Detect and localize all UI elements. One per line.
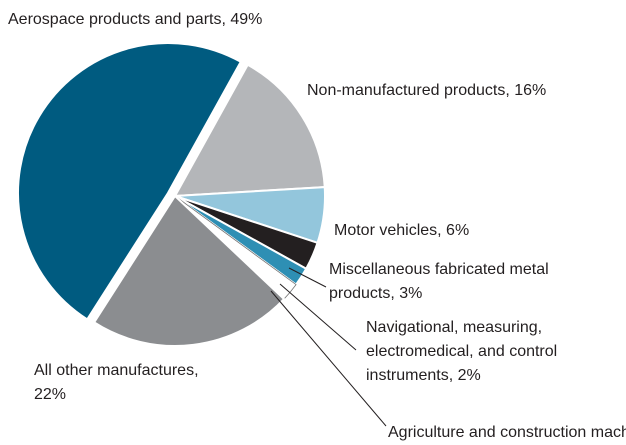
pie-slice: [17, 42, 243, 321]
slice-label: Motor vehicles, 6%: [334, 222, 469, 239]
slice-label: 22%: [34, 386, 66, 403]
leader-line: [270, 290, 387, 427]
pie-slice: [92, 194, 286, 347]
slice-label: Non-manufactured products, 16%: [307, 82, 546, 99]
slice-label: All other manufactures,: [34, 362, 199, 379]
slice-label: Navigational, measuring,: [366, 319, 542, 336]
slice-label: electromedical, and control: [366, 343, 557, 360]
leader-line: [279, 283, 357, 351]
slice-label: products, 3%: [329, 285, 422, 302]
leader-line: [288, 267, 327, 288]
slice-label: Miscellaneous fabricated metal: [329, 261, 549, 278]
slice-label: Aerospace products and parts, 49%: [8, 11, 262, 28]
slice-label: instruments, 2%: [366, 367, 481, 384]
slice-label: Agriculture and construction machinery, …: [388, 424, 626, 441]
pie-slice: [173, 63, 326, 198]
